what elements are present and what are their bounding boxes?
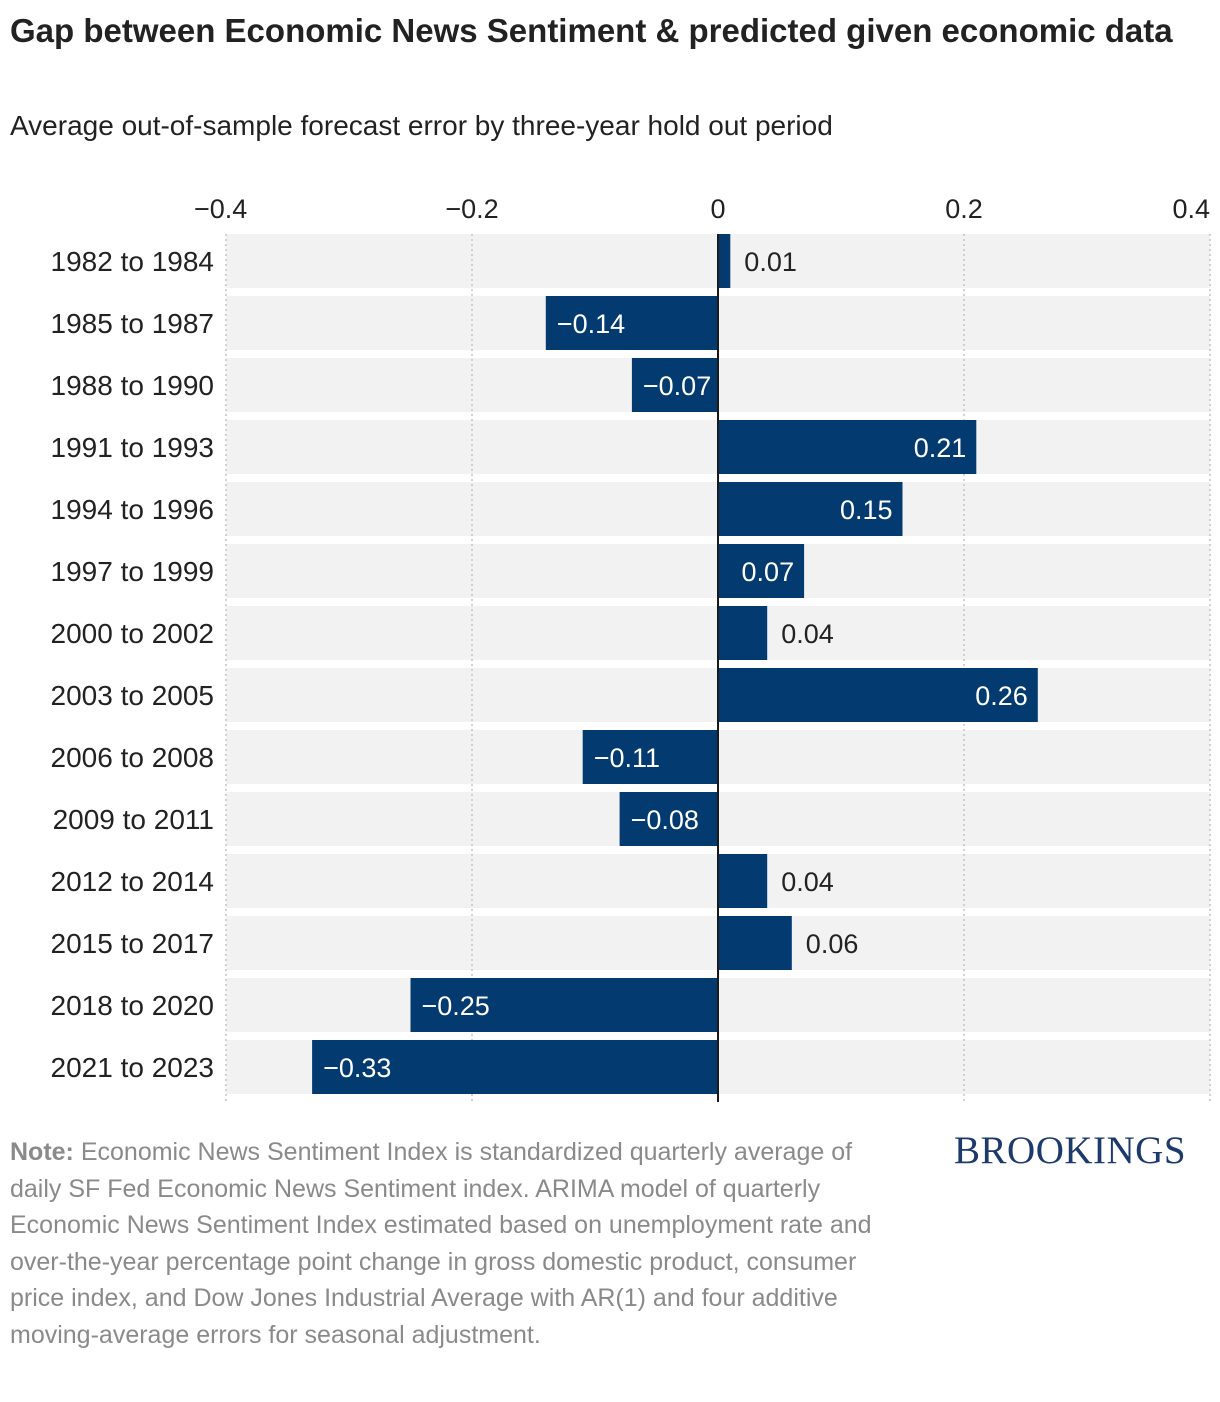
category-label: 1985 to 1987 — [51, 308, 215, 339]
x-tick-label: 0.4 — [1172, 194, 1210, 224]
bar — [718, 668, 1038, 722]
bar — [619, 792, 718, 846]
bar — [718, 482, 903, 536]
bar — [718, 544, 805, 598]
chart-subtitle: Average out-of-sample forecast error by … — [10, 110, 833, 141]
bar — [718, 916, 792, 970]
bar — [312, 1040, 718, 1094]
value-label: −0.08 — [631, 805, 699, 835]
category-label: 2009 to 2011 — [53, 804, 214, 835]
bar-chart: −0.4 −0.2 0 0.2 0.4 1982 to 1984 0.01 1985 to 1… — [51, 194, 1211, 1102]
x-tick-label: 0.2 — [945, 194, 983, 224]
chart-note: Note: Economic News Sentiment Index is s… — [10, 1134, 900, 1353]
category-label: 2012 to 2014 — [51, 866, 215, 897]
bar — [718, 234, 731, 288]
value-label: 0.26 — [975, 681, 1028, 711]
value-label: −0.33 — [323, 1053, 391, 1083]
value-label: 0.07 — [742, 557, 795, 587]
bar — [631, 358, 718, 412]
value-label: −0.14 — [557, 309, 625, 339]
x-tick-label: 0 — [710, 194, 725, 224]
x-tick-label: −0.4 — [194, 194, 247, 224]
value-label: −0.11 — [594, 743, 660, 773]
category-label: 2000 to 2002 — [51, 618, 215, 649]
note-text: Economic News Sentiment Index is standar… — [10, 1138, 872, 1349]
value-label: 0.04 — [781, 867, 834, 897]
category-label: 2018 to 2020 — [51, 990, 215, 1021]
value-label: −0.25 — [422, 991, 490, 1021]
bar — [545, 296, 718, 350]
brookings-logo: BROOKINGS — [954, 1129, 1187, 1172]
bar — [718, 606, 768, 660]
category-label: 2021 to 2023 — [51, 1052, 215, 1083]
category-label: 1988 to 1990 — [51, 370, 215, 401]
category-label: 1997 to 1999 — [51, 556, 215, 587]
category-label: 1982 to 1984 — [51, 246, 215, 277]
value-label: −0.07 — [643, 371, 711, 401]
value-label: 0.21 — [914, 433, 967, 463]
value-label: 0.06 — [806, 929, 859, 959]
value-label: 0.01 — [744, 247, 797, 277]
value-label: 0.04 — [781, 619, 834, 649]
note-label: Note: — [10, 1138, 74, 1166]
category-label: 2003 to 2005 — [51, 680, 215, 711]
bar — [718, 854, 768, 908]
bar — [582, 730, 718, 784]
bar — [410, 978, 718, 1032]
category-label: 1991 to 1993 — [51, 432, 215, 463]
category-label: 2015 to 2017 — [51, 928, 215, 959]
chart-title: Gap between Economic News Sentiment & pr… — [10, 12, 1173, 49]
bar — [718, 420, 977, 474]
x-tick-label: −0.2 — [445, 194, 498, 224]
value-label: 0.15 — [840, 495, 893, 525]
category-label: 2006 to 2008 — [51, 742, 215, 773]
category-label: 1994 to 1996 — [51, 494, 215, 525]
